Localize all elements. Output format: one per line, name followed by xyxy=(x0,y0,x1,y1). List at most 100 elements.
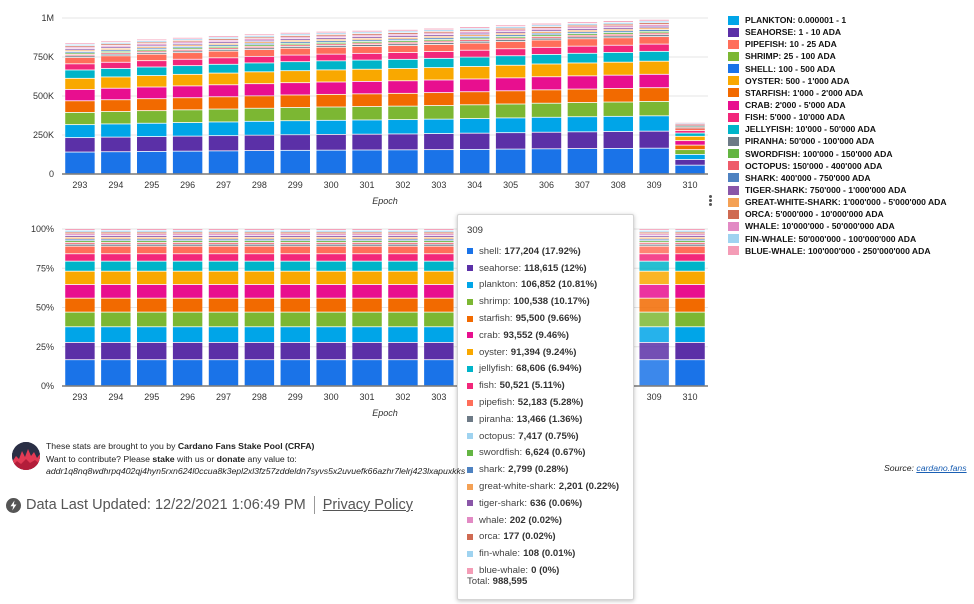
bar-stack-298[interactable] xyxy=(244,229,275,386)
bar-segment-great-white-shark xyxy=(65,237,95,239)
tooltip-series-name: fin-whale: xyxy=(479,548,521,560)
legend-item-orca[interactable]: ORCA: 5'000'000 - 10'000'000 ADA xyxy=(728,208,968,220)
x-tick-label: 301 xyxy=(360,180,375,190)
bar-segment-shell xyxy=(172,151,203,174)
bar-segment-blue-whale xyxy=(280,32,310,34)
bar-segment-plankton xyxy=(65,125,95,138)
bar-segment-crab xyxy=(424,80,454,93)
bar-stack-299[interactable] xyxy=(280,229,310,386)
bar-stack-308[interactable] xyxy=(603,21,633,174)
bar-stack-305[interactable] xyxy=(495,25,526,174)
bar-stack-298[interactable] xyxy=(244,34,275,174)
legend-item-blue-whale[interactable]: BLUE-WHALE: 100'000'000 - 250'000'000 AD… xyxy=(728,245,968,257)
bar-segment-crab xyxy=(101,284,131,298)
x-tick-label: 302 xyxy=(395,180,410,190)
legend-item-plankton[interactable]: PLANKTON: 0.000001 - 1 xyxy=(728,14,968,26)
legend-item-pipefish[interactable]: PIPEFISH: 10 - 25 ADA xyxy=(728,38,968,50)
bar-segment-jellyfish xyxy=(208,261,239,271)
bar-segment-seahorse xyxy=(65,342,95,360)
bar-stack-302[interactable] xyxy=(388,29,418,174)
legend-item-tiger-shark[interactable]: TIGER-SHARK: 750'000 - 1'000'000 ADA xyxy=(728,184,968,196)
bar-stack-303[interactable] xyxy=(424,229,454,386)
x-tick-label: 293 xyxy=(72,392,87,402)
bar-segment-whale xyxy=(208,40,239,42)
bar-segment-tiger-shark xyxy=(675,235,705,237)
bar-stack-310[interactable] xyxy=(675,229,705,386)
bar-segment-pipefish xyxy=(208,246,239,254)
legend-item-swordfish[interactable]: SWORDFISH: 100'000 - 150'000 ADA xyxy=(728,148,968,160)
tooltip-series-value: 13,466 (1.36%) xyxy=(516,413,583,425)
bar-stack-297[interactable] xyxy=(208,36,239,174)
bar-segment-crab xyxy=(137,87,167,99)
bar-stack-309[interactable] xyxy=(639,19,669,174)
bar-segment-crab xyxy=(172,284,203,298)
bar-stack-307[interactable] xyxy=(567,22,598,174)
bar-segment-swordfish xyxy=(208,46,239,48)
bar-stack-306[interactable] xyxy=(531,23,562,174)
more-options-icon[interactable] xyxy=(706,194,714,208)
bar-segment-fish xyxy=(495,49,526,56)
bar-stack-296[interactable] xyxy=(172,229,203,386)
legend-item-crab[interactable]: CRAB: 2'000 - 5'000 ADA xyxy=(728,99,968,111)
bar-stack-294[interactable] xyxy=(101,41,131,174)
bar-stack-302[interactable] xyxy=(388,229,418,386)
legend-item-seahorse[interactable]: SEAHORSE: 1 - 10 ADA xyxy=(728,26,968,38)
bar-segment-tiger-shark xyxy=(280,235,310,237)
bar-segment-fin-whale xyxy=(316,230,346,232)
bar-stack-293[interactable] xyxy=(65,229,95,386)
bar-segment-plankton xyxy=(244,121,275,135)
bar-stack-300[interactable] xyxy=(316,31,346,174)
legend-item-shrimp[interactable]: SHRIMP: 25 - 100 ADA xyxy=(728,50,968,62)
privacy-policy-link[interactable]: Privacy Policy xyxy=(322,497,413,513)
legend-item-piranha[interactable]: PIRANHA: 50'000 - 100'000 ADA xyxy=(728,135,968,147)
bar-segment-octopus xyxy=(639,242,669,244)
legend-item-fin-whale[interactable]: FIN-WHALE: 50'000'000 - 100'000'000 ADA xyxy=(728,233,968,245)
bar-segment-seahorse xyxy=(388,134,418,150)
bar-stack-309[interactable] xyxy=(639,229,669,386)
bar-stack-300[interactable] xyxy=(316,229,346,386)
bar-stack-297[interactable] xyxy=(208,229,239,386)
bar-segment-seahorse xyxy=(137,342,167,360)
bar-stack-304[interactable] xyxy=(460,27,490,174)
bar-segment-pipefish xyxy=(208,51,239,58)
bar-segment-plankton xyxy=(101,327,131,343)
source-link[interactable]: cardano.fans xyxy=(916,463,967,473)
bar-segment-whale xyxy=(316,234,346,236)
bar-segment-seahorse xyxy=(675,159,705,165)
legend-item-oyster[interactable]: OYSTER: 500 - 1'000 ADA xyxy=(728,75,968,87)
bar-segment-pipefish xyxy=(424,246,454,254)
bar-stack-301[interactable] xyxy=(352,229,382,386)
bar-stack-294[interactable] xyxy=(101,229,131,386)
bar-segment-shell xyxy=(603,148,633,174)
bar-stack-295[interactable] xyxy=(137,229,167,386)
bar-segment-shrimp xyxy=(65,312,95,327)
bar-segment-shrimp xyxy=(639,312,669,327)
bar-stack-301[interactable] xyxy=(352,30,382,174)
tooltip-swatch xyxy=(467,265,473,272)
legend-item-shark[interactable]: SHARK: 400'000 - 750'000 ADA xyxy=(728,172,968,184)
legend-item-whale[interactable]: WHALE: 10'000'000 - 50'000'000 ADA xyxy=(728,220,968,232)
bar-stack-299[interactable] xyxy=(280,32,310,174)
bar-stack-295[interactable] xyxy=(137,39,167,174)
bar-segment-starfish xyxy=(316,94,346,107)
legend-item-shell[interactable]: SHELL: 100 - 500 ADA xyxy=(728,63,968,75)
bar-segment-fin-whale xyxy=(531,25,562,27)
bar-stack-293[interactable] xyxy=(65,43,95,174)
bar-segment-great-white-shark xyxy=(603,29,633,31)
legend-item-octopus[interactable]: OCTOPUS: 150'000 - 400'000 ADA xyxy=(728,160,968,172)
bar-segment-whale xyxy=(101,234,131,236)
bar-segment-shell xyxy=(65,152,95,174)
legend-item-fish[interactable]: FISH: 5'000 - 10'000 ADA xyxy=(728,111,968,123)
legend-item-great-white-shark[interactable]: GREAT-WHITE-SHARK: 1'000'000 - 5'000'000… xyxy=(728,196,968,208)
legend-item-starfish[interactable]: STARFISH: 1'000 - 2'000 ADA xyxy=(728,87,968,99)
bar-stack-303[interactable] xyxy=(424,28,454,174)
legend-label: FISH: 5'000 - 10'000 ADA xyxy=(745,112,846,123)
bar-segment-jellyfish xyxy=(352,60,382,69)
legend-item-jellyfish[interactable]: JELLYFISH: 10'000 - 50'000 ADA xyxy=(728,123,968,135)
bar-segment-piranha xyxy=(280,244,310,246)
bar-stack-296[interactable] xyxy=(172,37,203,174)
y-tick-label: 0 xyxy=(49,169,54,179)
bar-segment-great-white-shark xyxy=(316,237,346,239)
bar-stack-310[interactable] xyxy=(675,122,705,174)
bar-segment-fish xyxy=(675,254,705,261)
